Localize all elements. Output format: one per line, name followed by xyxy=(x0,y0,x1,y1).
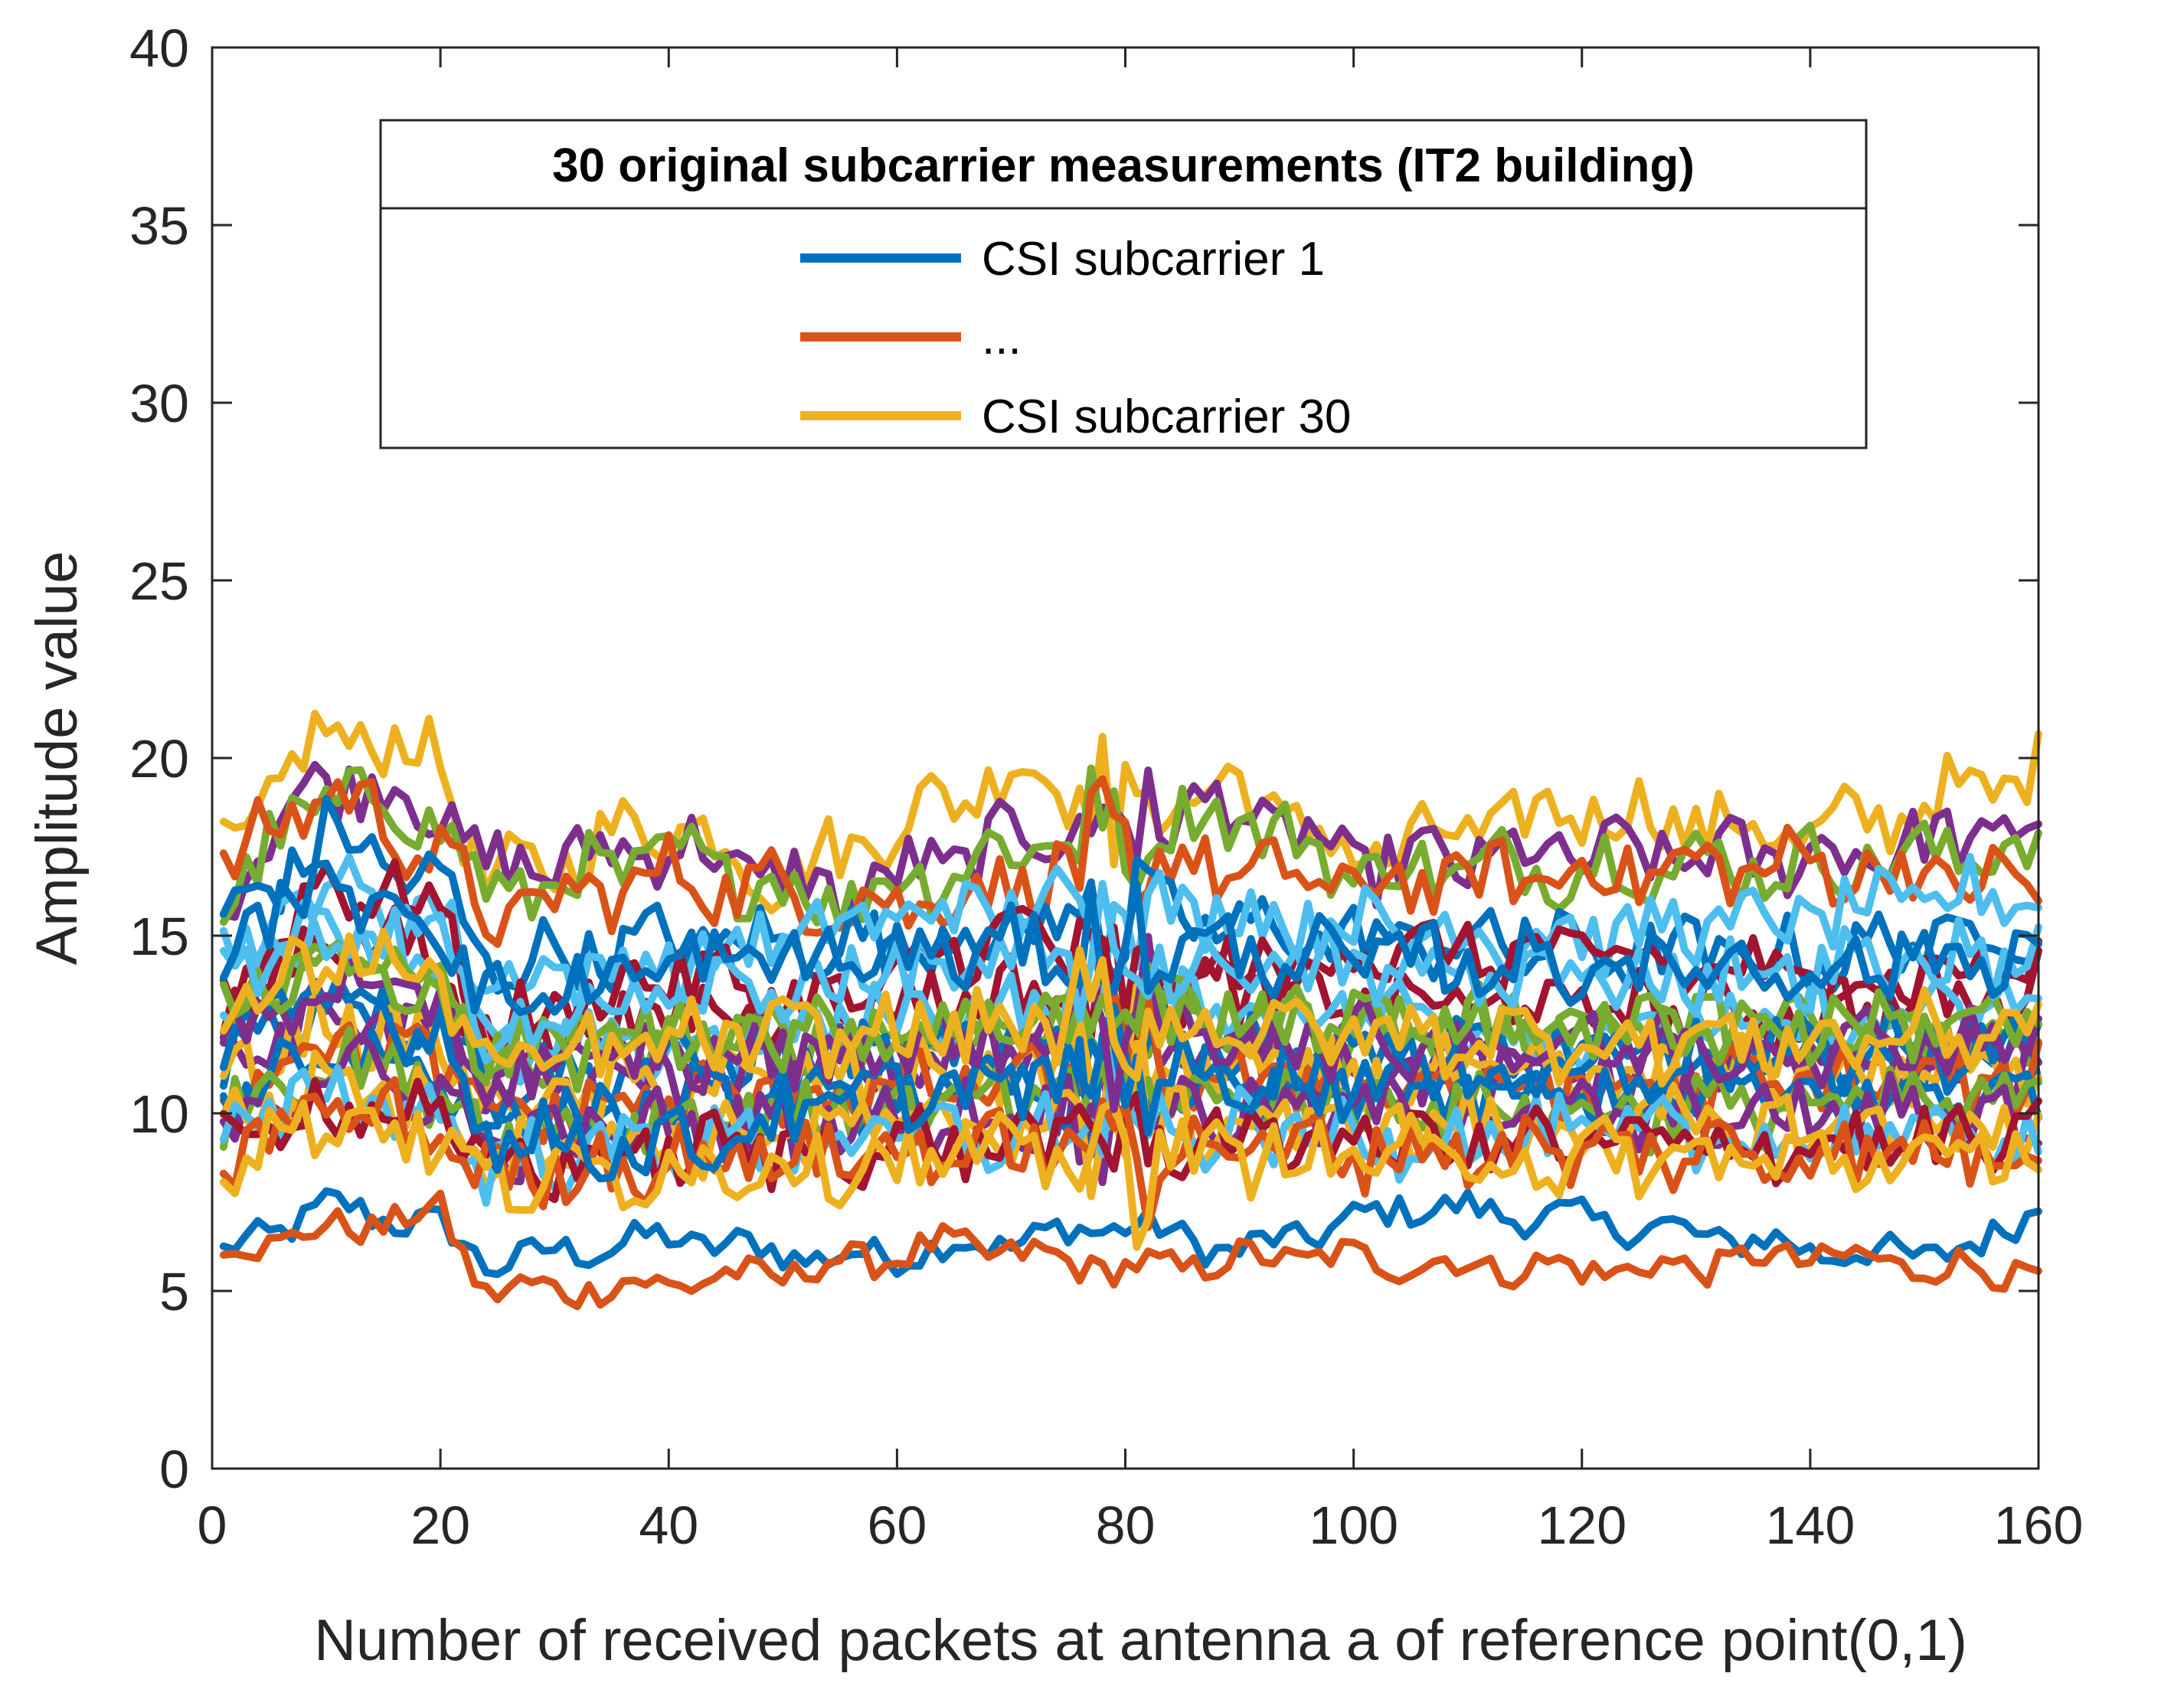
x-tick-label: 20 xyxy=(410,1495,470,1555)
series-line-30 xyxy=(219,927,2042,1088)
x-tick-label: 100 xyxy=(1309,1495,1398,1555)
y-tick-label: 15 xyxy=(129,907,189,966)
series-line-29 xyxy=(219,859,2042,1017)
series-line-2 xyxy=(219,1189,2042,1311)
y-tick-label: 30 xyxy=(129,374,189,433)
y-tick-label: 40 xyxy=(129,18,189,78)
x-tick-label: 60 xyxy=(867,1495,927,1555)
series-layer xyxy=(219,709,2042,1311)
y-tick-label: 10 xyxy=(129,1084,189,1144)
y-axis-label: Amplitude value xyxy=(25,551,90,966)
legend-entry-1: CSI subcarrier 1 xyxy=(982,233,1325,286)
axes-layer: 0 20 40 60 80 100 120 140 160 0 5 10 15 20 25 30 35 40 xyxy=(129,18,2083,1555)
legend: 30 original subcarrier measurements (IT2… xyxy=(379,119,1868,449)
legend-box xyxy=(379,119,1868,449)
x-tick-label: 140 xyxy=(1765,1495,1855,1555)
legend-title: 30 original subcarrier measurements (IT2… xyxy=(552,139,1695,192)
series-line-3 xyxy=(219,709,2042,915)
series-line-23 xyxy=(219,1076,2042,1231)
y-tick-label: 25 xyxy=(129,551,189,611)
y-tick-label: 35 xyxy=(129,196,189,256)
y-tick-label: 5 xyxy=(159,1262,189,1322)
series-line-16 xyxy=(219,990,2042,1146)
y-tick-label: 20 xyxy=(129,729,189,789)
x-axis-label: Number of received packets at antenna a … xyxy=(314,1608,1967,1673)
x-tick-label: 40 xyxy=(639,1495,698,1555)
x-tick-label: 0 xyxy=(198,1495,227,1555)
legend-entry-2: ... xyxy=(982,312,1022,364)
series-line-6 xyxy=(219,775,2042,948)
legend-entry-3: CSI subcarrier 30 xyxy=(982,391,1351,443)
series-line-24 xyxy=(219,1098,2042,1251)
series-line-8 xyxy=(219,852,2042,1014)
x-tick-label: 120 xyxy=(1537,1495,1627,1555)
x-tick-label: 160 xyxy=(1994,1495,2084,1555)
series-line-28 xyxy=(219,880,2042,1065)
x-tick-label: 80 xyxy=(1096,1495,1156,1555)
y-tick-label: 0 xyxy=(159,1439,189,1499)
